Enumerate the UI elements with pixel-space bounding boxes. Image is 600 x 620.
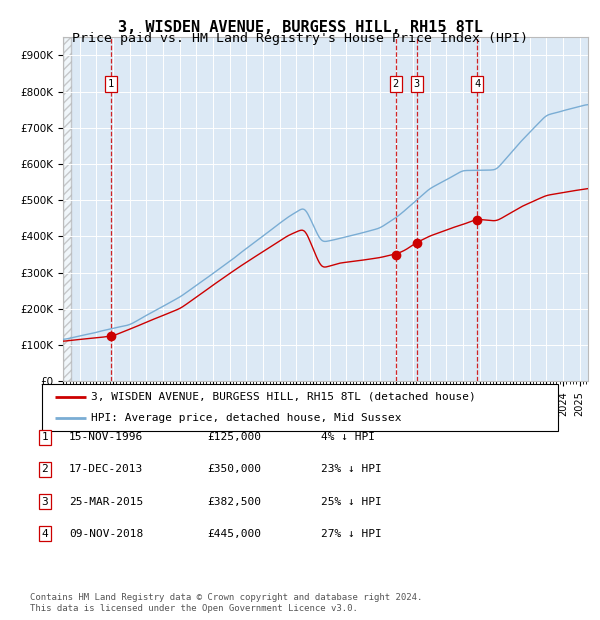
Text: 17-DEC-2013: 17-DEC-2013 (69, 464, 143, 474)
Text: 3, WISDEN AVENUE, BURGESS HILL, RH15 8TL: 3, WISDEN AVENUE, BURGESS HILL, RH15 8TL (118, 20, 482, 35)
Text: 2: 2 (41, 464, 49, 474)
Polygon shape (63, 37, 71, 381)
Text: 09-NOV-2018: 09-NOV-2018 (69, 529, 143, 539)
Text: 4: 4 (474, 79, 481, 89)
Text: 23% ↓ HPI: 23% ↓ HPI (321, 464, 382, 474)
FancyBboxPatch shape (42, 384, 558, 431)
Text: £125,000: £125,000 (207, 432, 261, 442)
Text: 3: 3 (414, 79, 420, 89)
Text: 25-MAR-2015: 25-MAR-2015 (69, 497, 143, 507)
Text: Contains HM Land Registry data © Crown copyright and database right 2024.
This d: Contains HM Land Registry data © Crown c… (30, 593, 422, 613)
Text: £382,500: £382,500 (207, 497, 261, 507)
Text: 1: 1 (108, 79, 114, 89)
Text: 4% ↓ HPI: 4% ↓ HPI (321, 432, 375, 442)
Text: 27% ↓ HPI: 27% ↓ HPI (321, 529, 382, 539)
Text: 3, WISDEN AVENUE, BURGESS HILL, RH15 8TL (detached house): 3, WISDEN AVENUE, BURGESS HILL, RH15 8TL… (91, 392, 476, 402)
Text: 15-NOV-1996: 15-NOV-1996 (69, 432, 143, 442)
Text: 3: 3 (41, 497, 49, 507)
Text: £445,000: £445,000 (207, 529, 261, 539)
Text: HPI: Average price, detached house, Mid Sussex: HPI: Average price, detached house, Mid … (91, 414, 401, 423)
Text: 1: 1 (41, 432, 49, 442)
Text: 4: 4 (41, 529, 49, 539)
Text: Price paid vs. HM Land Registry's House Price Index (HPI): Price paid vs. HM Land Registry's House … (72, 32, 528, 45)
Text: 2: 2 (392, 79, 399, 89)
Text: 25% ↓ HPI: 25% ↓ HPI (321, 497, 382, 507)
Text: £350,000: £350,000 (207, 464, 261, 474)
